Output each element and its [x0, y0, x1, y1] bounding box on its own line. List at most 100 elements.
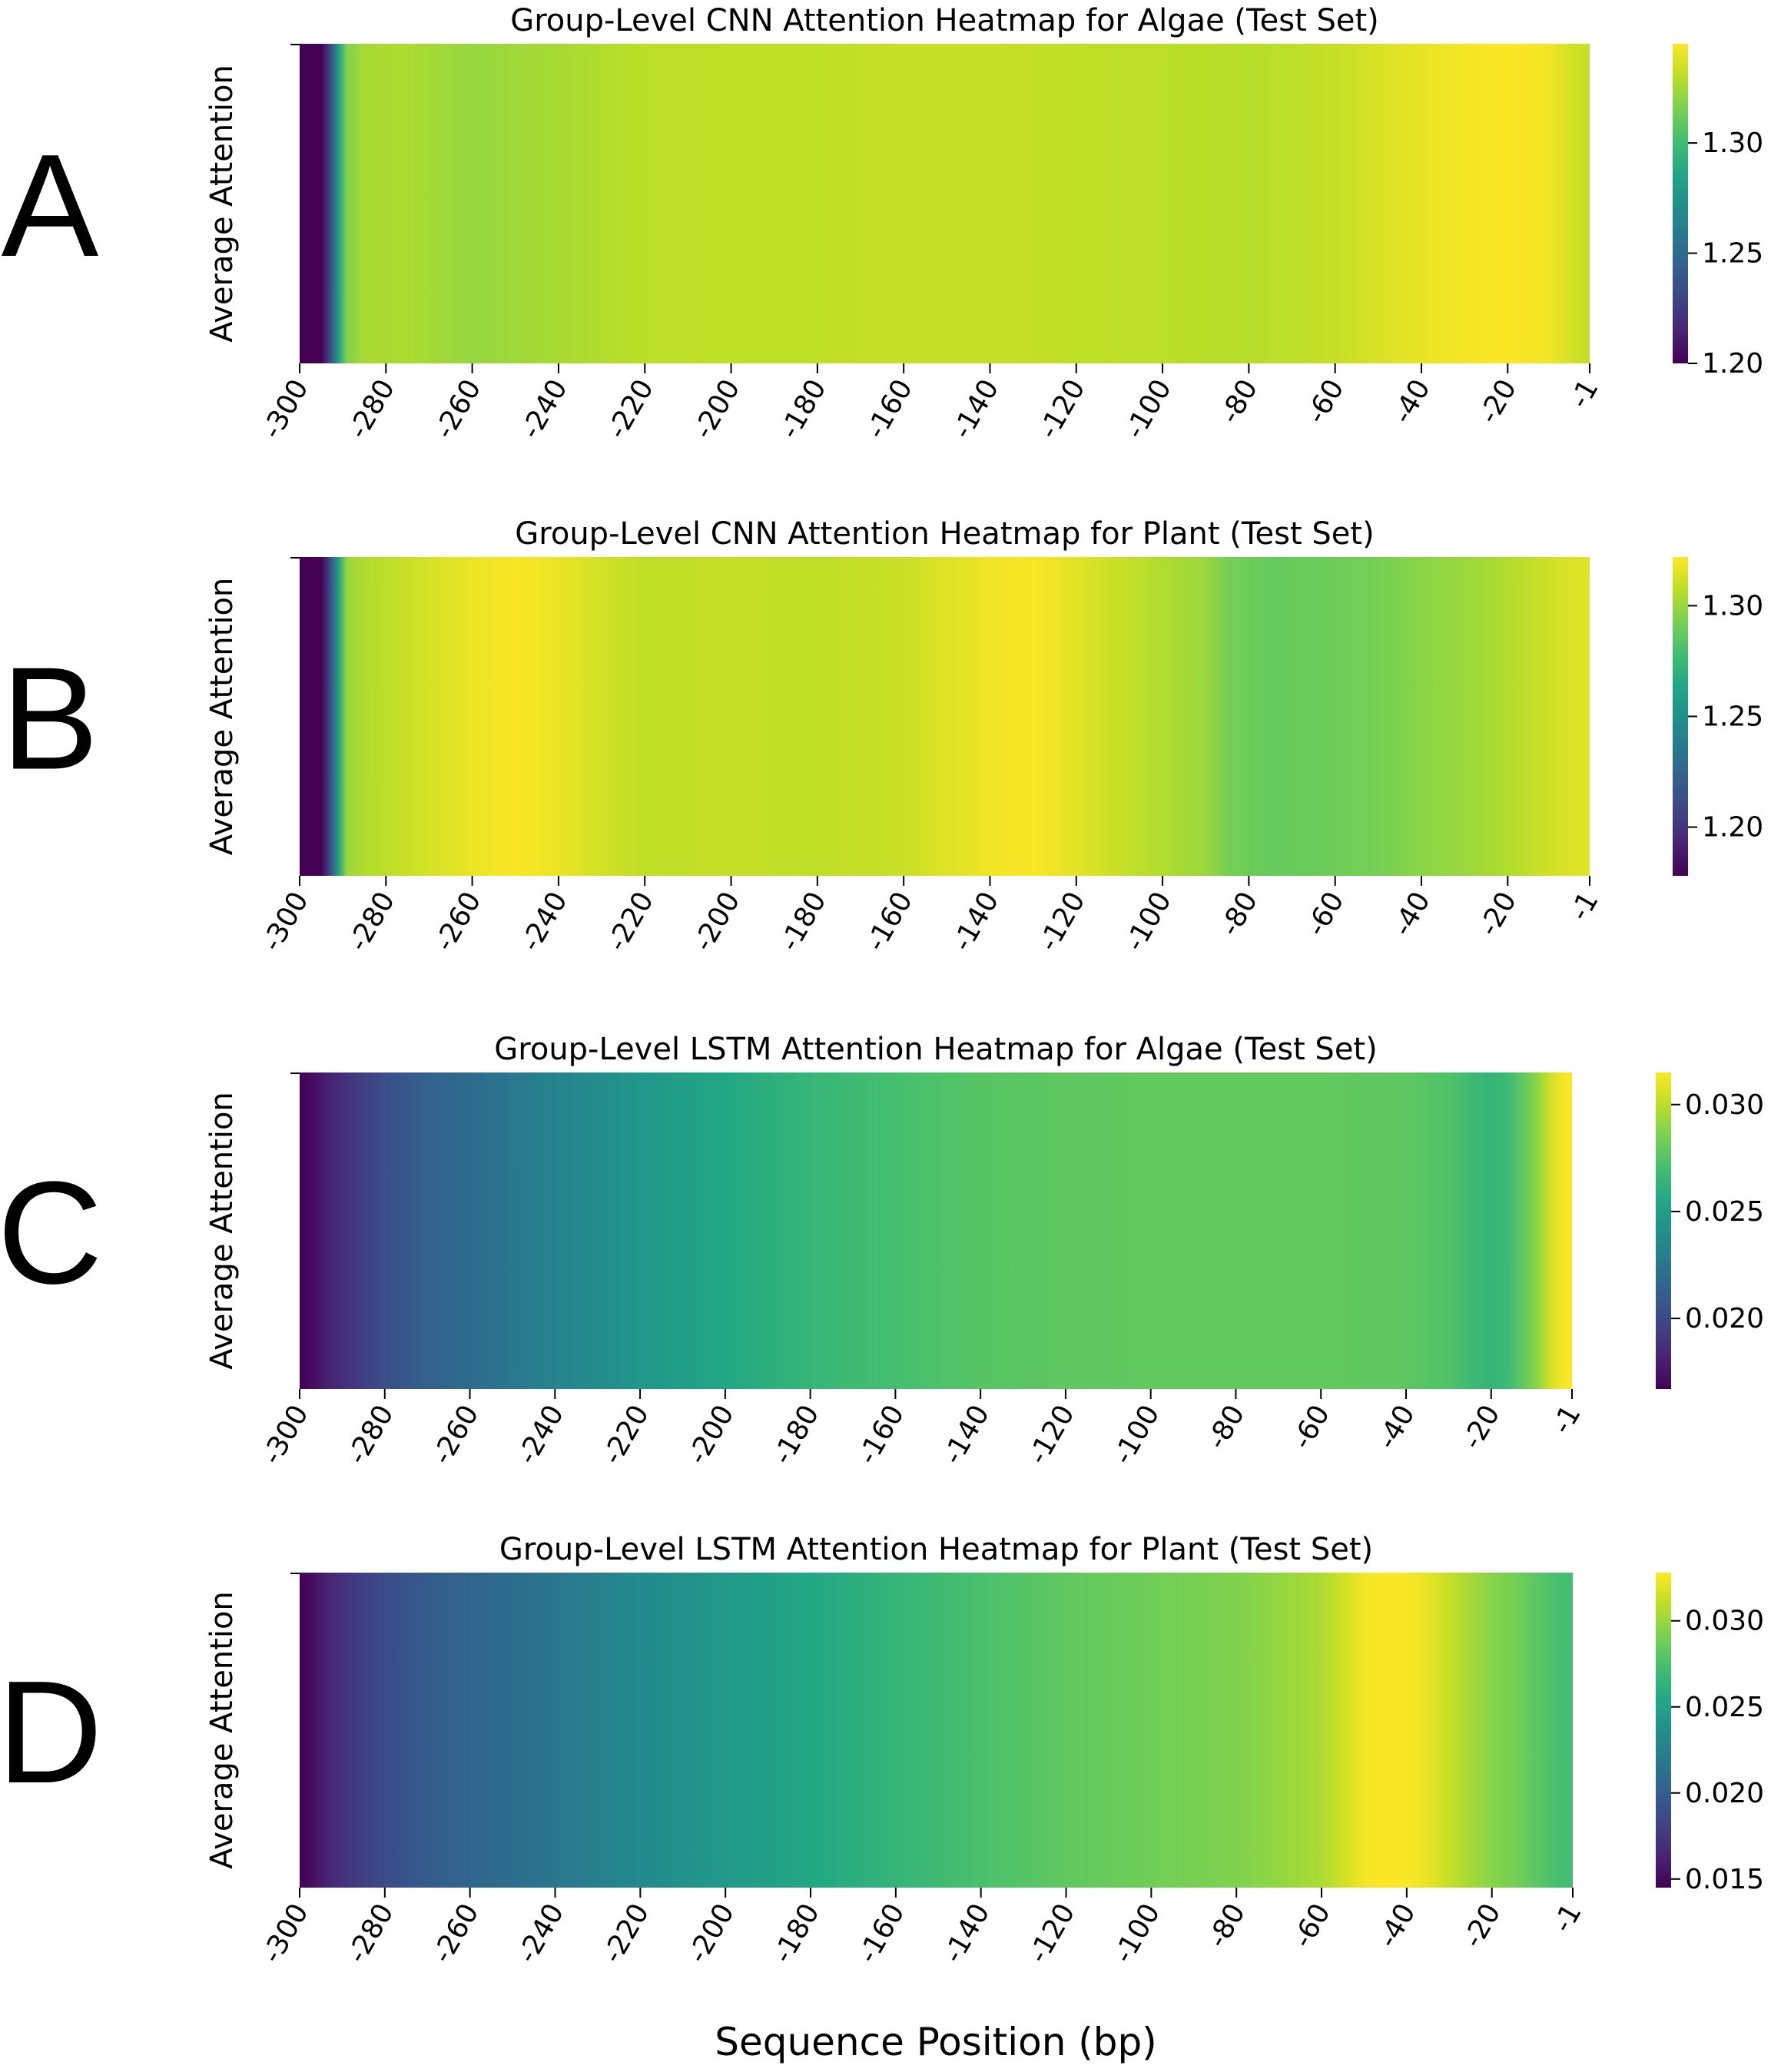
x-tick-label: -260	[429, 374, 487, 444]
colorbar: 0.015 0.020 0.025 0.030	[1656, 1573, 1764, 1895]
colorbar: 1.20 1.25 1.30	[1673, 44, 1763, 380]
colorbar-scale	[1656, 1573, 1671, 1888]
x-tick-label: -300	[256, 1400, 314, 1470]
x-tick-label: -280	[343, 374, 401, 444]
panels: A Group-Level CNN Attention Heatmap for A…	[0, 3, 1764, 1968]
x-tick-label: -60	[1301, 374, 1351, 429]
x-tick-label: -220	[602, 887, 660, 956]
x-tick-label: -120	[1023, 1898, 1081, 1968]
x-tick-label: -160	[861, 374, 919, 444]
x-tick-label: -80	[1214, 887, 1264, 941]
x-tick-label: -100	[1108, 1898, 1166, 1968]
x-tick-label: -20	[1457, 1400, 1507, 1454]
colorbar-tick-label: 0.030	[1685, 1089, 1764, 1121]
colorbar-tick-label: 0.020	[1685, 1778, 1764, 1809]
heatmap-strip	[300, 44, 1590, 363]
x-tick-label: -200	[682, 1400, 740, 1470]
x-tick-label: -280	[343, 887, 401, 956]
y-axis-label: Average Attention	[204, 65, 240, 343]
x-axis-label: Sequence Position (bp)	[715, 2020, 1157, 2064]
x-tick-label: -300	[256, 374, 314, 444]
x-tick-label: -20	[1473, 374, 1523, 429]
x-tick-label: -140	[947, 374, 1005, 444]
x-tick-label: -220	[602, 374, 660, 444]
x-tick-label: -240	[515, 374, 573, 444]
x-tick-label: -160	[861, 887, 919, 956]
colorbar-tick-label: 0.030	[1685, 1606, 1764, 1637]
x-tick-label: -80	[1201, 1400, 1251, 1454]
colorbar-scale	[1673, 44, 1688, 363]
colorbar: 1.20 1.25 1.30	[1673, 557, 1763, 876]
x-tick-label: -120	[1022, 1400, 1080, 1470]
colorbar-tick-label: 0.025	[1685, 1196, 1764, 1228]
x-tick-label: -40	[1387, 887, 1437, 941]
x-tick-label: -160	[852, 1898, 910, 1968]
x-tick-label: -240	[512, 1898, 570, 1968]
x-tick-label: -220	[597, 1898, 655, 1968]
colorbar-tick-label: 1.30	[1702, 128, 1763, 159]
x-tick-label: -300	[256, 887, 314, 956]
x-tick-label: -200	[688, 374, 746, 444]
panel-letter: B	[2, 638, 99, 801]
x-tick-label: -1	[1564, 374, 1604, 414]
x-tick-label: -140	[937, 1898, 996, 1968]
y-axis-label: Average Attention	[204, 578, 240, 856]
y-axis-label: Average Attention	[204, 1092, 240, 1370]
colorbar-tick-label: 1.20	[1702, 348, 1763, 380]
x-tick-label: -220	[597, 1400, 655, 1470]
colorbar-tick-label: 0.025	[1685, 1692, 1764, 1723]
colorbar-tick-label: 1.20	[1702, 812, 1763, 844]
x-tick-label: -140	[937, 1400, 996, 1470]
x-tick-label: -20	[1473, 887, 1523, 941]
x-tick-label: -260	[426, 1898, 485, 1968]
x-tick-label: -260	[426, 1400, 485, 1470]
panel-a: A Group-Level CNN Attention Heatmap for A…	[2, 3, 1764, 444]
x-tick-label: -180	[774, 374, 832, 444]
panel-title: Group-Level CNN Attention Heatmap for Al…	[510, 3, 1379, 38]
x-tick-label: -60	[1286, 1400, 1336, 1454]
x-tick-label: -200	[682, 1898, 741, 1968]
colorbar-tick-label: 1.25	[1702, 701, 1763, 733]
x-tick-label: -1	[1564, 887, 1604, 927]
x-tick-label: -40	[1387, 374, 1437, 429]
colorbar-scale	[1673, 557, 1688, 876]
x-tick-label: -100	[1107, 1400, 1166, 1470]
x-tick-label: -120	[1033, 887, 1091, 956]
x-tick-label: -40	[1372, 1898, 1422, 1953]
x-tick-label: -100	[1119, 887, 1178, 956]
panel-title: Group-Level LSTM Attention Heatmap for P…	[499, 1532, 1373, 1567]
x-tick-label: -160	[852, 1400, 910, 1470]
colorbar-scale	[1656, 1072, 1671, 1389]
x-tick-label: -40	[1371, 1400, 1421, 1454]
panel-letter: D	[0, 1651, 103, 1814]
x-tick-label: -280	[341, 1898, 400, 1968]
x-tick-label: -80	[1202, 1898, 1252, 1953]
x-tick-label: -60	[1287, 1898, 1337, 1953]
x-tick-label: -100	[1119, 374, 1178, 444]
x-tick-label: -140	[947, 887, 1005, 956]
x-tick-label: -1	[1547, 1898, 1587, 1938]
heatmap-strip	[300, 1573, 1573, 1888]
colorbar-tick-label: 0.015	[1685, 1864, 1764, 1895]
x-tick-label: -200	[688, 887, 746, 956]
x-tick-label: -120	[1033, 374, 1091, 444]
panel-letter: C	[0, 1152, 103, 1314]
y-axis-label: Average Attention	[204, 1591, 240, 1869]
colorbar-tick-label: 1.25	[1702, 238, 1763, 270]
panel-d: D Group-Level LSTM Attention Heatmap for …	[0, 1532, 1764, 1968]
x-tick-label: -300	[256, 1898, 314, 1968]
x-tick-label: -20	[1458, 1898, 1507, 1953]
panel-title: Group-Level LSTM Attention Heatmap for A…	[494, 1032, 1377, 1067]
x-tick-label: -280	[341, 1400, 400, 1470]
colorbar: 0.020 0.025 0.030	[1656, 1072, 1764, 1389]
x-tick-label: -180	[767, 1400, 825, 1470]
colorbar-tick-label: 1.30	[1702, 590, 1763, 622]
heatmap-strip	[300, 1072, 1572, 1389]
x-tick-label: -60	[1301, 887, 1351, 941]
panel-b: B Group-Level CNN Attention Heatmap for P…	[2, 516, 1764, 956]
panel-c: C Group-Level LSTM Attention Heatmap for …	[0, 1032, 1764, 1470]
x-tick-label: -240	[512, 1400, 570, 1470]
colorbar-tick-label: 0.020	[1685, 1303, 1764, 1334]
x-tick-label: -80	[1214, 374, 1264, 429]
